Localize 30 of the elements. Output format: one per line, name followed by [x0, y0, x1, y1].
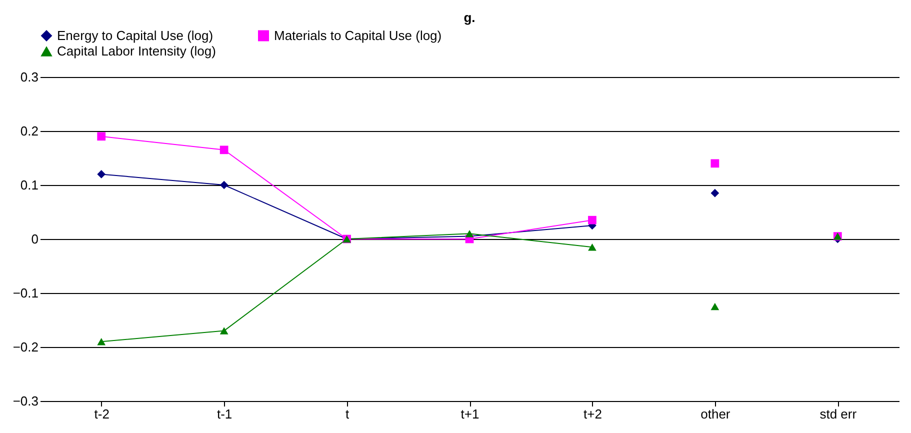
y-tick-label: 0.3	[20, 70, 38, 84]
x-tick-label: t	[345, 406, 350, 422]
point	[97, 170, 106, 178]
x-tick-label: t-2	[94, 406, 110, 422]
legend-label: Materials to Capital Use (log)	[274, 28, 442, 43]
point	[710, 302, 720, 310]
y-tick-label: −0.1	[12, 286, 38, 300]
x-tick-label: t+1	[460, 406, 480, 422]
point	[710, 188, 720, 198]
y-tick-label: −0.2	[12, 340, 38, 354]
legend-label: Capital Labor Intensity (log)	[57, 44, 216, 58]
y-tick-label: −0.3	[12, 394, 38, 408]
x-tick-label: t-1	[216, 406, 232, 422]
point	[97, 132, 106, 141]
legend-label: Energy to Capital Use (log)	[57, 28, 214, 43]
point	[588, 216, 596, 224]
y-tick-label: 0	[31, 232, 38, 246]
point	[588, 243, 596, 251]
chart-title: g.	[464, 10, 476, 25]
point	[220, 327, 228, 334]
point	[220, 146, 228, 154]
point	[710, 159, 720, 168]
point	[465, 230, 474, 238]
y-tick-label: 0.2	[20, 124, 38, 138]
x-tick-label: t+2	[583, 406, 602, 422]
x-tick-label: other	[700, 406, 731, 422]
y-tick-label: 0.1	[20, 178, 38, 192]
point	[97, 338, 106, 346]
x-tick-label: std err	[820, 406, 858, 422]
point	[220, 180, 228, 190]
